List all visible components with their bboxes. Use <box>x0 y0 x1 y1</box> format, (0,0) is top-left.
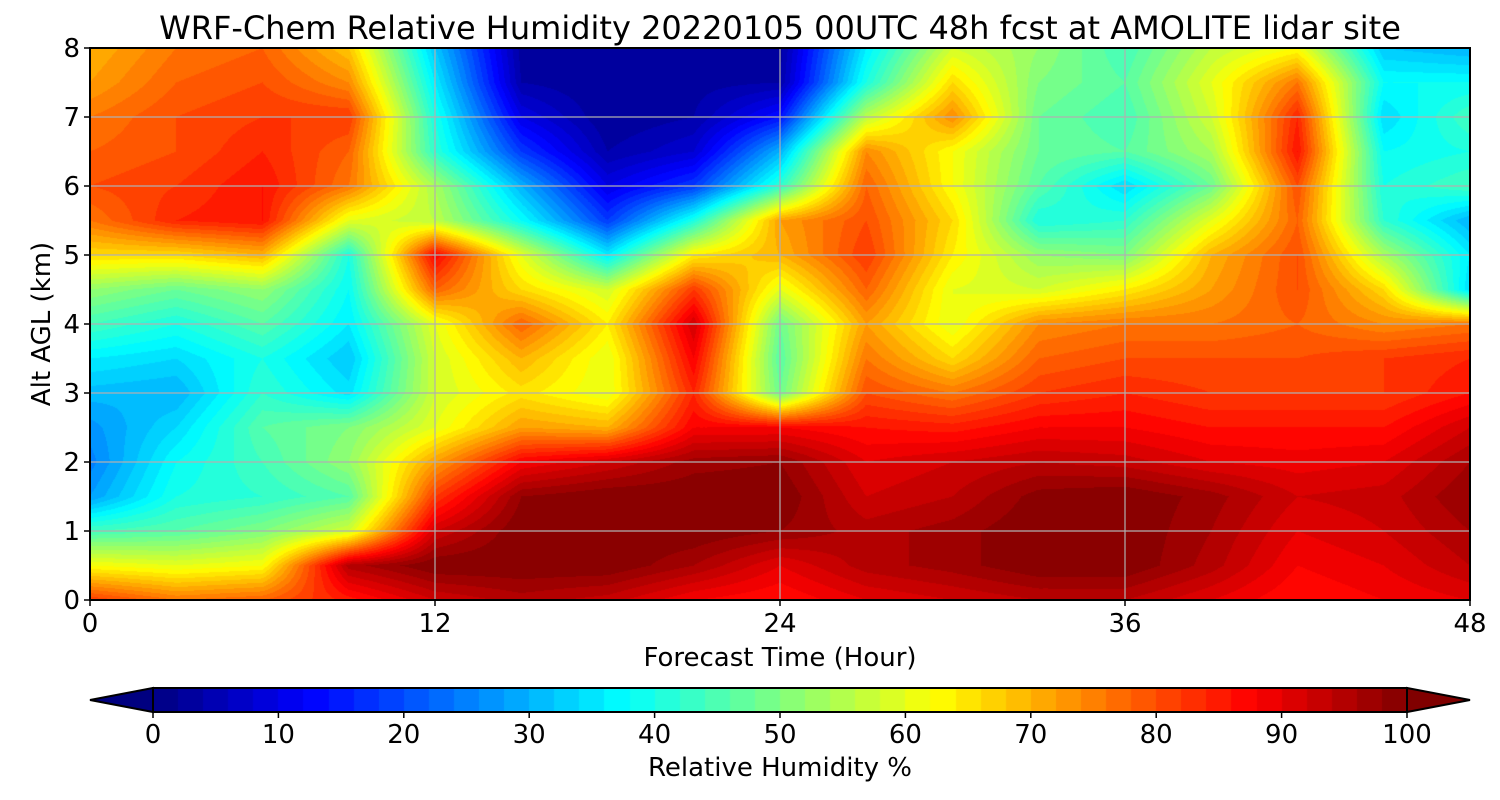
grid-lines <box>90 48 1470 600</box>
y-tick-label-2: 2 <box>63 448 80 478</box>
colorbar-label: Relative Humidity % <box>648 753 912 783</box>
y-tick-label-5: 5 <box>63 241 80 271</box>
y-tick-label-6: 6 <box>63 172 80 202</box>
colorbar-tick-label-0: 0 <box>145 720 162 750</box>
x-tick-label-0: 0 <box>82 609 99 639</box>
colorbar-tick-label-4: 40 <box>638 720 671 750</box>
colorbar-extend-low <box>89 686 154 714</box>
x-tick-label-2: 24 <box>763 609 796 639</box>
colorbar: 0 10 20 30 40 50 60 70 80 90 100 Relative Humidity… <box>89 686 1471 783</box>
y-axis: 0 1 2 3 4 5 6 7 8 <box>63 34 90 616</box>
y-tick-label-4: 4 <box>63 310 80 340</box>
x-tick-label-4: 48 <box>1453 609 1486 639</box>
colorbar-tick-label-10: 100 <box>1382 720 1432 750</box>
chart-title: WRF-Chem Relative Humidity 20220105 00UT… <box>159 9 1401 47</box>
colorbar-tick-label-6: 60 <box>889 720 922 750</box>
y-axis-label: Alt AGL (km) <box>27 242 57 406</box>
y-tick-label-7: 7 <box>63 103 80 133</box>
colorbar-tick-label-9: 90 <box>1265 720 1298 750</box>
colorbar-tick-label-2: 20 <box>387 720 420 750</box>
x-axis-label: Forecast Time (Hour) <box>643 643 916 673</box>
y-tick-label-0: 0 <box>63 586 80 616</box>
colorbar-tick-label-1: 10 <box>262 720 295 750</box>
colorbar-ticks: 0 10 20 30 40 50 60 70 80 90 100 <box>145 712 1432 750</box>
colorbar-extend-high <box>1406 686 1471 714</box>
colorbar-tick-label-3: 30 <box>513 720 546 750</box>
y-tick-label-8: 8 <box>63 34 80 64</box>
x-axis: 0 12 24 36 48 <box>82 600 1487 639</box>
x-tick-label-3: 36 <box>1108 609 1141 639</box>
colorbar-tick-label-7: 70 <box>1014 720 1047 750</box>
y-tick-label-1: 1 <box>63 517 80 547</box>
colorbar-tick-label-5: 50 <box>763 720 796 750</box>
y-tick-label-3: 3 <box>63 379 80 409</box>
plot-area <box>89 47 1471 601</box>
x-tick-label-1: 12 <box>418 609 451 639</box>
colorbar-gradient <box>153 688 1407 712</box>
colorbar-tick-label-8: 80 <box>1140 720 1173 750</box>
